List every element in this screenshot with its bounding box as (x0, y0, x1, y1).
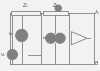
Circle shape (16, 29, 28, 41)
Circle shape (7, 49, 18, 60)
Text: $I_{sc}$: $I_{sc}$ (42, 34, 49, 42)
FancyBboxPatch shape (11, 11, 40, 15)
Circle shape (55, 33, 65, 43)
Text: B: B (95, 61, 98, 66)
Text: $I_{sc}$: $I_{sc}$ (8, 31, 15, 38)
FancyBboxPatch shape (43, 11, 68, 15)
Text: $V_s$: $V_s$ (0, 52, 7, 59)
Text: A: A (95, 10, 98, 15)
Text: $Z_c$: $Z_c$ (22, 1, 29, 10)
Text: $Z_r$: $Z_r$ (52, 1, 59, 10)
Circle shape (46, 33, 56, 43)
Circle shape (55, 5, 62, 12)
